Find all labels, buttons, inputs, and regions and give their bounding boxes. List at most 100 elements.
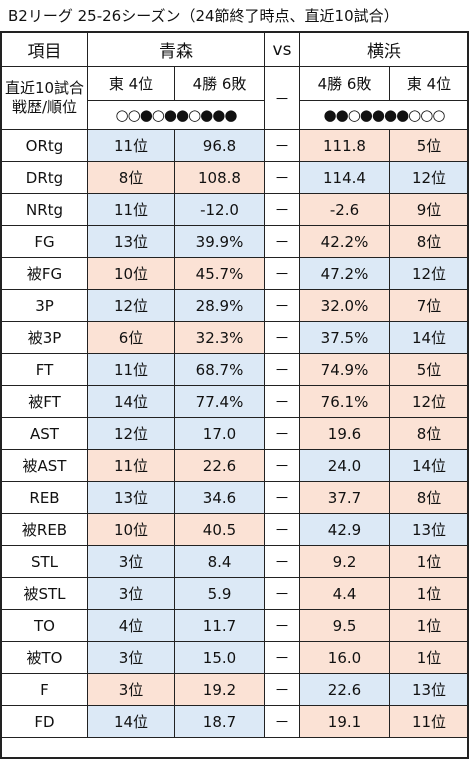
- stat-dash: －: [264, 705, 300, 738]
- left-rank: 10位: [87, 513, 175, 546]
- stat-row: 被STL 3位 5.9 － 4.4 1位: [1, 577, 469, 610]
- right-value: 24.0: [299, 449, 390, 482]
- stat-row: AST 12位 17.0 － 19.6 8位: [1, 417, 469, 450]
- right-value: 114.4: [299, 161, 390, 194]
- right-rank: 13位: [389, 513, 469, 546]
- left-rank: 13位: [87, 481, 175, 514]
- left-recent-form: ○○●○●●○●●●: [87, 100, 265, 130]
- stat-row: FD 14位 18.7 － 19.1 11位: [1, 705, 469, 738]
- left-rank: 11位: [87, 193, 175, 226]
- right-rank: 8位: [389, 417, 469, 450]
- stat-row: 被FG 10位 45.7% － 47.2% 12位: [1, 257, 469, 290]
- stat-label: 被3P: [1, 321, 88, 354]
- right-value: 42.9: [299, 513, 390, 546]
- stat-row: 被TO 3位 15.0 － 16.0 1位: [1, 641, 469, 674]
- stat-label: ORtg: [1, 129, 88, 162]
- left-value: 34.6: [174, 481, 265, 514]
- right-value: 16.0: [299, 641, 390, 674]
- right-rank: 5位: [389, 129, 469, 162]
- stat-dash: －: [264, 577, 300, 610]
- right-rank: 8位: [389, 481, 469, 514]
- stat-label: 被TO: [1, 641, 88, 674]
- right-rank: 8位: [389, 225, 469, 258]
- stat-dash: －: [264, 449, 300, 482]
- left-rank: 3位: [87, 673, 175, 706]
- stat-row: FG 13位 39.9% － 42.2% 8位: [1, 225, 469, 258]
- stat-dash: －: [264, 289, 300, 322]
- left-value: 39.9%: [174, 225, 265, 258]
- stat-label: TO: [1, 609, 88, 642]
- left-value: 19.2: [174, 673, 265, 706]
- stat-label: 被AST: [1, 449, 88, 482]
- left-value: 5.9: [174, 577, 265, 610]
- right-rank: 12位: [389, 161, 469, 194]
- stat-dash: －: [264, 417, 300, 450]
- item-column-header: 項目: [1, 32, 88, 67]
- right-standing: 東 4位: [389, 66, 469, 101]
- left-rank: 3位: [87, 545, 175, 578]
- left-rank: 11位: [87, 449, 175, 482]
- right-value: 37.5%: [299, 321, 390, 354]
- right-value: 22.6: [299, 673, 390, 706]
- left-value: 77.4%: [174, 385, 265, 418]
- form-row: ○○●○●●○●●● ●●○●●●●○○○: [2, 100, 469, 130]
- stat-row: 3P 12位 28.9% － 32.0% 7位: [1, 289, 469, 322]
- stat-row: REB 13位 34.6 － 37.7 8位: [1, 481, 469, 514]
- right-value: 9.2: [299, 545, 390, 578]
- left-value: 17.0: [174, 417, 265, 450]
- right-rank: 12位: [389, 257, 469, 290]
- right-rank: 5位: [389, 353, 469, 386]
- stat-dash: －: [264, 545, 300, 578]
- left-rank: 10位: [87, 257, 175, 290]
- record-dash: －: [264, 66, 300, 130]
- left-rank: 14位: [87, 385, 175, 418]
- stat-label: 被FG: [1, 257, 88, 290]
- stat-dash: －: [264, 353, 300, 386]
- left-value: 18.7: [174, 705, 265, 738]
- stat-row: 被FT 14位 77.4% － 76.1% 12位: [1, 385, 469, 418]
- stat-label: 3P: [1, 289, 88, 322]
- stat-dash: －: [264, 321, 300, 354]
- stat-label: FG: [1, 225, 88, 258]
- stat-row: TO 4位 11.7 － 9.5 1位: [1, 609, 469, 642]
- left-rank: 3位: [87, 641, 175, 674]
- right-rank: 9位: [389, 193, 469, 226]
- comparison-table: 項目 青森 vs 横浜 直近10試合 戦歴/順位 東 4位 4勝 6敗 － 4勝…: [1, 32, 469, 738]
- stat-row: NRtg 11位 -12.0 － -2.6 9位: [1, 193, 469, 226]
- right-rank: 14位: [389, 321, 469, 354]
- left-rank: 13位: [87, 225, 175, 258]
- stat-row: FT 11位 68.7% － 74.9% 5位: [1, 353, 469, 386]
- right-rank: 7位: [389, 289, 469, 322]
- right-value: 47.2%: [299, 257, 390, 290]
- stat-row: 被3P 6位 32.3% － 37.5% 14位: [1, 321, 469, 354]
- right-value: 19.6: [299, 417, 390, 450]
- left-team-name: 青森: [87, 32, 265, 67]
- left-rank: 12位: [87, 417, 175, 450]
- stat-label: FT: [1, 353, 88, 386]
- record-row: 直近10試合 戦歴/順位 東 4位 4勝 6敗 － 4勝 6敗 東 4位: [1, 66, 469, 130]
- left-rank: 14位: [87, 705, 175, 738]
- stat-row: F 3位 19.2 － 22.6 13位: [1, 673, 469, 706]
- left-value: 11.7: [174, 609, 265, 642]
- stat-dash: －: [264, 385, 300, 418]
- stat-dash: －: [264, 193, 300, 226]
- left-value: 40.5: [174, 513, 265, 546]
- left-value: 96.8: [174, 129, 265, 162]
- left-standing: 東 4位: [87, 66, 175, 101]
- left-rank: 11位: [87, 353, 175, 386]
- right-value: 19.1: [299, 705, 390, 738]
- stat-label: 被REB: [1, 513, 88, 546]
- left-record: 4勝 6敗: [174, 66, 265, 101]
- stat-dash: －: [264, 129, 300, 162]
- vs-label: vs: [264, 32, 300, 67]
- stat-row: 被REB 10位 40.5 － 42.9 13位: [1, 513, 469, 546]
- right-value: 111.8: [299, 129, 390, 162]
- right-rank: 12位: [389, 385, 469, 418]
- stat-row: DRtg 8位 108.8 － 114.4 12位: [1, 161, 469, 194]
- right-rank: 1位: [389, 545, 469, 578]
- stat-dash: －: [264, 641, 300, 674]
- left-rank: 12位: [87, 289, 175, 322]
- right-record: 4勝 6敗: [299, 66, 390, 101]
- stat-label: 被STL: [1, 577, 88, 610]
- stat-label: F: [1, 673, 88, 706]
